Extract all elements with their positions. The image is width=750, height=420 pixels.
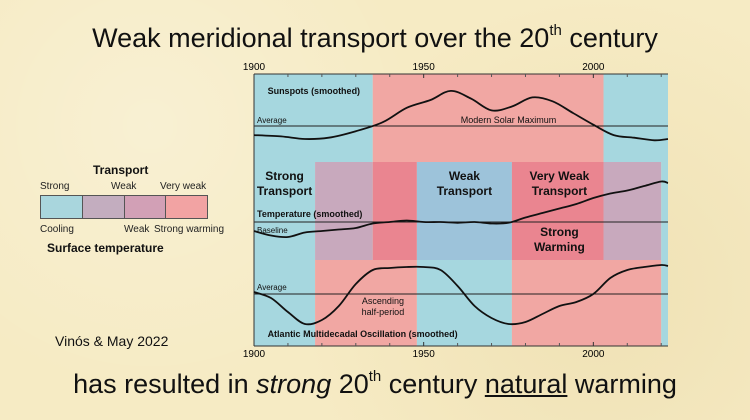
temperature-band: [603, 162, 662, 260]
temperature-region-label: Weak: [449, 169, 480, 183]
title-tail: century: [561, 23, 658, 53]
sunspots-band: [254, 74, 373, 162]
solar-maximum-annotation: Modern Solar Maximum: [461, 115, 557, 125]
subtitle-tail: warming: [567, 369, 677, 399]
amo-band: [416, 260, 512, 346]
sunspots-band: [603, 74, 668, 162]
temperature-label: Temperature (smoothed): [257, 209, 362, 219]
legend-temperature-label: Strong warming: [154, 224, 225, 235]
temperature-band: [416, 162, 512, 260]
temperature-region-label: Strong: [265, 169, 304, 183]
amo-series-line: [253, 264, 669, 326]
top-tick-label: 1900: [243, 62, 266, 73]
amo-annotation: Ascending: [362, 296, 404, 306]
amo-band: [254, 260, 316, 346]
series-lines: [253, 89, 669, 326]
slide-title: Weak meridional transport over the 20th …: [0, 22, 750, 54]
bottom-tick-label: 2000: [582, 349, 605, 360]
temperature-band: [315, 162, 373, 260]
temperature-band: [372, 162, 417, 260]
temperature-region-label: Transport: [532, 184, 587, 198]
slide-subtitle: has resulted in strong 20th century natu…: [0, 368, 750, 400]
legend-temperature-label: Cooling: [40, 224, 74, 235]
temperature-region-label: Strong: [540, 225, 579, 239]
title-superscript: th: [549, 22, 562, 39]
amo-band: [511, 260, 662, 346]
sunspots-label: Sunspots (smoothed): [268, 86, 361, 96]
subtitle-text-mid: century: [381, 369, 485, 399]
legend-transport-label: Strong: [40, 181, 70, 192]
climate-chart: 1900 1900 1950 1950 2000 2000 Sunspots (smooth…: [243, 62, 669, 360]
temperature-series-line: [253, 180, 669, 239]
temperature-band: [254, 162, 316, 260]
sunspots-average-label: Average: [257, 116, 287, 125]
temperature-region-label: Very Weak: [529, 169, 589, 183]
legend-transport-label: Weak: [111, 181, 137, 192]
chart-labels: 1900 1900 1950 1950 2000 2000 Sunspots (smooth…: [243, 62, 605, 360]
temperature-region-label: Warming: [534, 240, 585, 254]
title-text: Weak meridional transport over the 20: [92, 23, 550, 53]
legend-swatch-very-weak: [165, 196, 207, 218]
legend-swatch-weak-2: [123, 196, 166, 218]
subtitle-text: has resulted in: [73, 369, 257, 399]
top-tick-label: 2000: [582, 62, 605, 73]
subtitle-italic: strong: [256, 369, 332, 399]
top-tick-label: 1950: [413, 62, 436, 73]
sunspots-series-line: [253, 89, 669, 142]
legend-transport-label: Very weak: [160, 181, 207, 192]
bottom-tick-label: 1900: [243, 349, 266, 360]
temperature-region-label: Transport: [257, 184, 312, 198]
sunspots-band: [372, 74, 604, 162]
temperature-region-label: Transport: [437, 184, 492, 198]
legend-color-bar: [40, 195, 208, 219]
legend-swatch-strong: [41, 196, 82, 218]
legend-swatch-weak: [81, 196, 124, 218]
subtitle-underlined: natural: [484, 369, 568, 399]
transport-legend: Transport Strong Weak Very weak Cooling …: [38, 160, 228, 260]
amo-band: [661, 260, 668, 346]
legend-temperature-label: Weak: [124, 224, 150, 235]
amo-average-label: Average: [257, 283, 287, 292]
legend-transport-title: Transport: [93, 163, 149, 177]
citation: Vinós & May 2022: [55, 333, 169, 349]
temperature-band: [511, 162, 604, 260]
temperature-baseline-label: Baseline: [257, 226, 288, 235]
subtitle-number: 20: [331, 369, 369, 399]
amo-annotation: half-period: [362, 307, 405, 317]
bottom-tick-label: 1950: [413, 349, 436, 360]
subtitle-superscript: th: [368, 368, 382, 385]
background-bands: [254, 74, 668, 346]
amo-label: Atlantic Multidecadal Oscillation (smoot…: [268, 329, 458, 339]
temperature-band: [661, 162, 668, 260]
legend-temperature-title: Surface temperature: [47, 241, 164, 255]
